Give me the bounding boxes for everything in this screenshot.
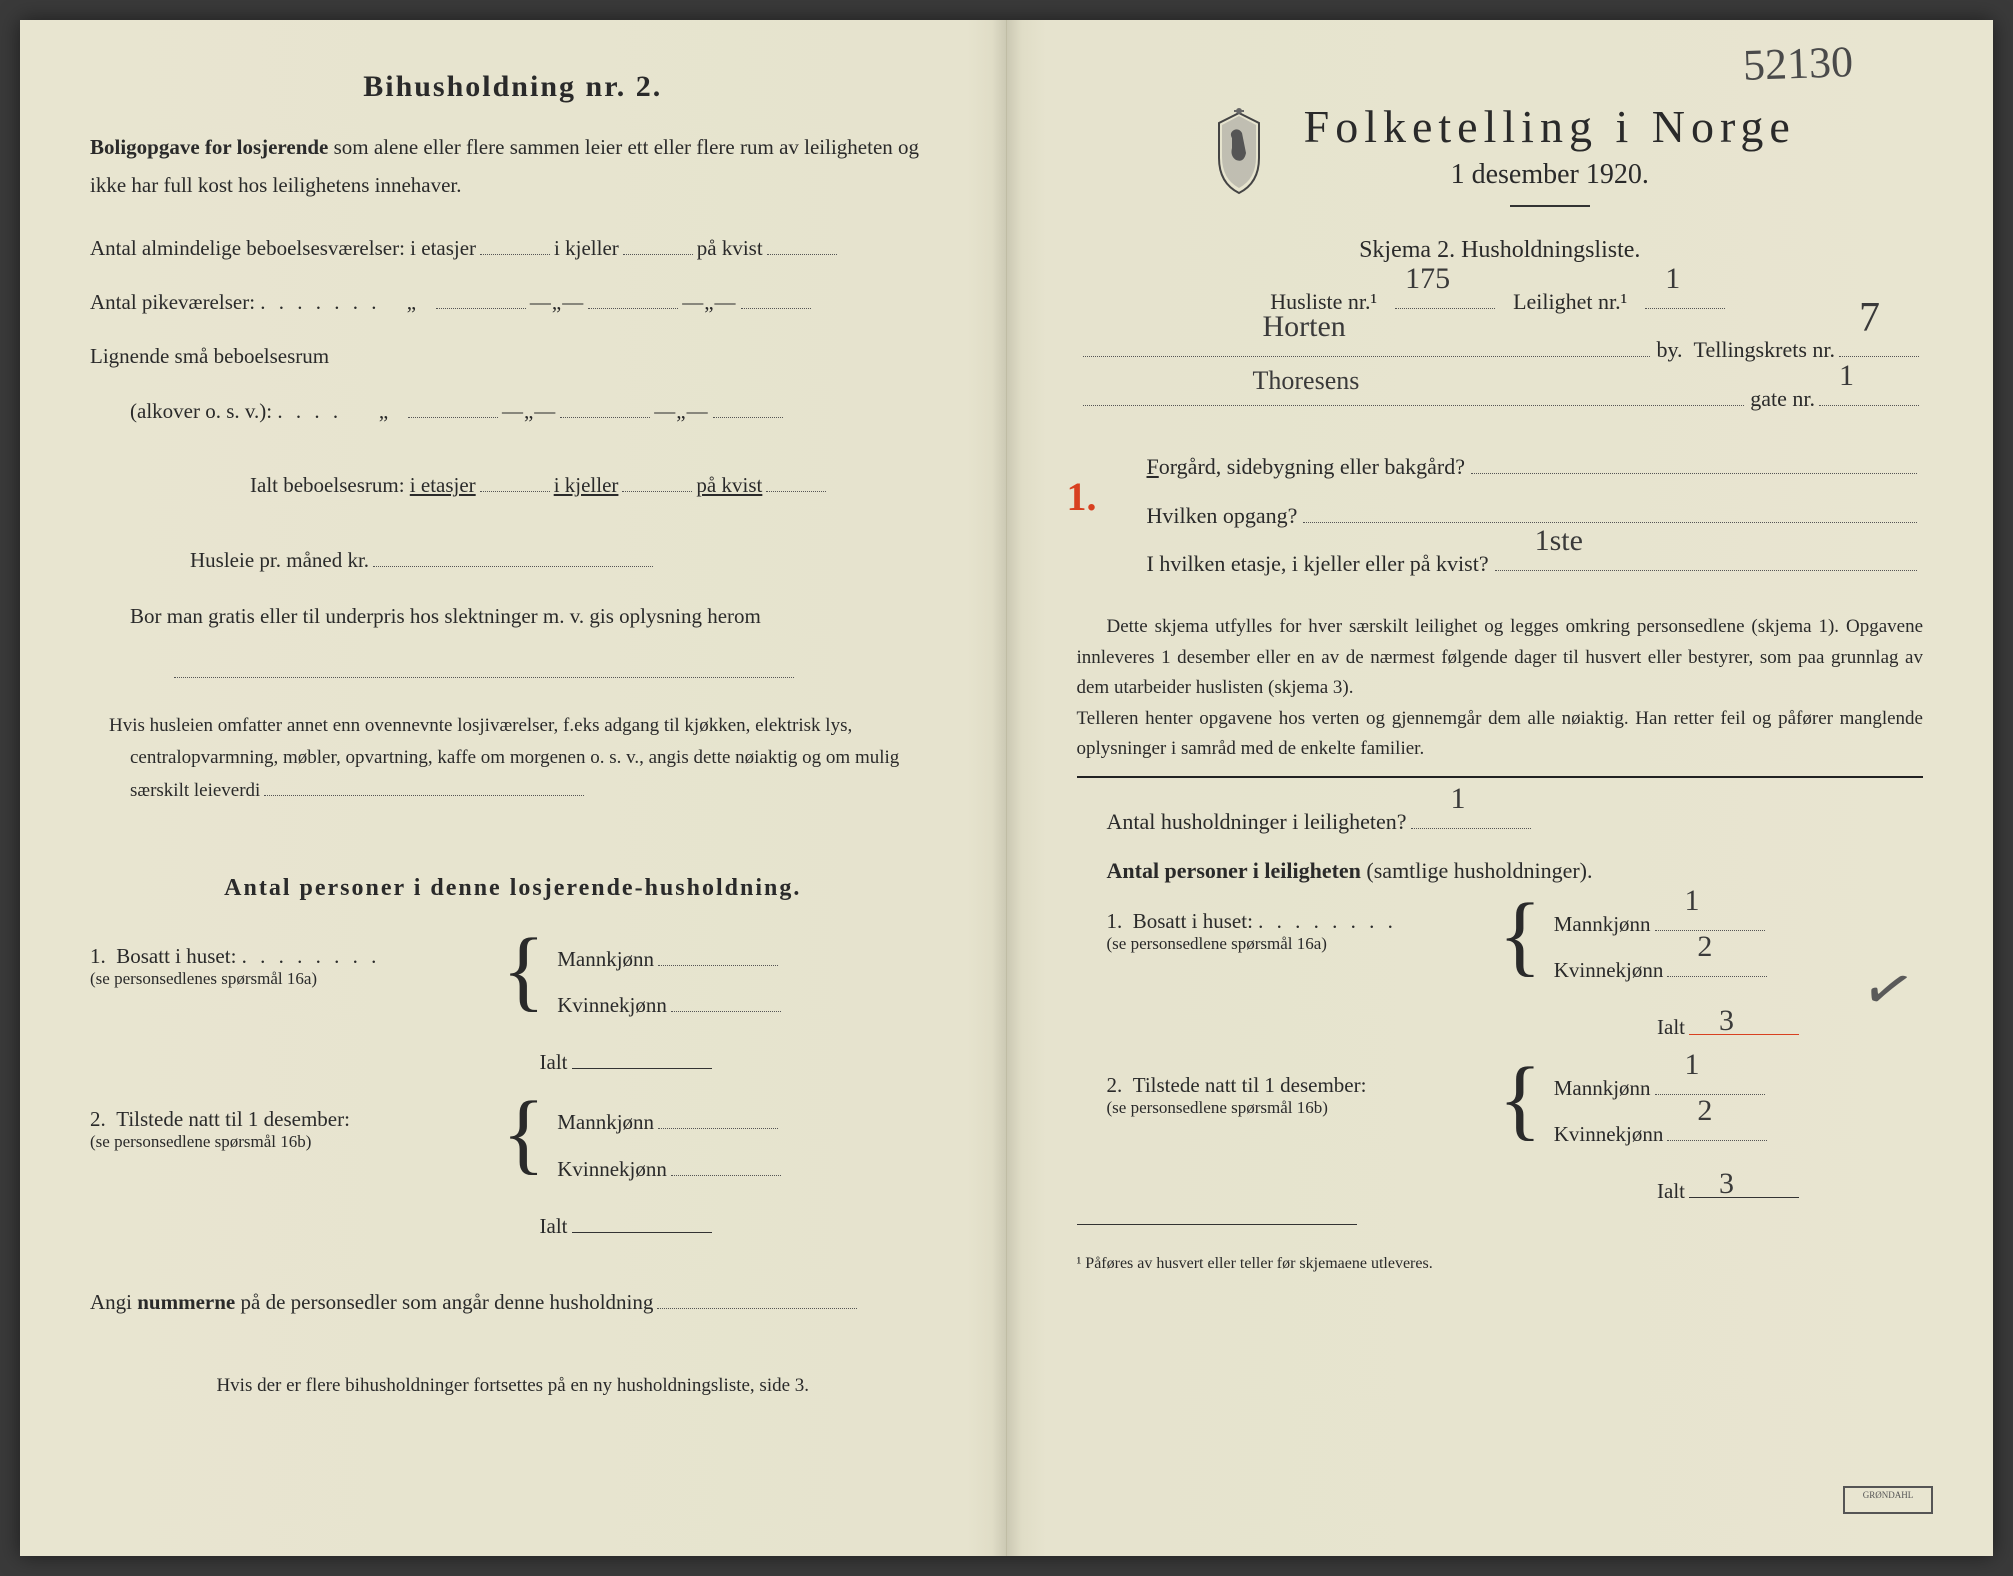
husliste-line: Husliste nr.¹ 175 Leilighet nr.¹ 1 [1077,278,1924,326]
left-title: Bihusholdning nr. 2. [90,70,936,104]
sub-title: 1 desember 1920. [1304,159,1796,191]
location-questions: 1. Forgård, sidebygning eller bakgård? H… [1077,443,1924,588]
brace-icon: { [502,930,545,1011]
right-page: 52130 Folketelling i Norge 1 desember 19… [1007,20,1994,1556]
left-page: Bihusholdning nr. 2. Boligopgave for los… [20,20,1007,1556]
coat-of-arms-icon [1204,108,1274,198]
instructions-text: Dette skjema utfylles for hver særskilt … [1077,612,1924,764]
left-q2-row: 2. Tilstede natt til 1 desember: (se per… [90,1093,936,1191]
gate-line: Thoresens gate nr. 1 [1077,375,1924,423]
brace-icon: { [1499,895,1542,976]
printer-stamp: GRØNDAHL [1843,1486,1933,1514]
blank-kjeller [623,232,693,255]
bor-gratis-line: Bor man gratis eller til underpris hos s… [130,589,936,698]
right-q1-ialt: Ialt3 [1077,1011,1924,1040]
footnote-rule [1077,1224,1357,1225]
brace-icon: { [502,1093,545,1174]
intro-bold: Boligopgave for losjerende [90,135,328,159]
left-q2-ialt: Ialt [90,1210,936,1239]
left-q1-row: 1. Bosatt i huset: . . . . . . . . (se p… [90,930,936,1028]
angi-nummerne: Angi nummerne på de personsedler som ang… [90,1277,936,1327]
person-count-title: Antal personer i denne losjerende-hushol… [90,875,936,902]
left-q1-ialt: Ialt [90,1046,936,1075]
husleie-note: Hvis husleien omfatter annet enn ovennev… [90,710,936,807]
right-q1-row: 1. Bosatt i huset: . . . . . . . . (se p… [1077,895,1924,993]
brace-icon: { [1499,1059,1542,1140]
title-rule [1510,205,1590,207]
handwritten-id: 52130 [1742,36,1854,91]
footnote: ¹ Påføres av husvert eller teller før sk… [1077,1255,1924,1273]
husleie-line: Husleie pr. måned kr. [90,535,936,585]
pikevarelse-line: Antal pikeværelser: . . . . . . . „ —„——… [90,277,936,327]
divider [1077,776,1924,778]
by-line: Horten by. Tellingskrets nr. 7 [1077,326,1924,374]
rooms-line: Antal almindelige beboelsesværelser: i e… [90,223,936,273]
header: Folketelling i Norge 1 desember 1920. [1077,100,1924,229]
schema-line: Skjema 2. Husholdningsliste. [1077,237,1924,264]
intro-text: Boligopgave for losjerende som alene ell… [90,129,936,205]
alkover-line-2: (alkover o. s. v.): . . . . „ —„——„— [90,386,936,436]
census-document: Bihusholdning nr. 2. Boligopgave for los… [20,20,1993,1556]
red-annotation: 1. [1067,473,1097,520]
main-title: Folketelling i Norge [1304,100,1796,153]
alkover-line-1: Lignende små beboelsesrum [90,331,936,381]
blank-etasjer [480,232,550,255]
antal-husholdninger: Antal husholdninger i leiligheten?1 [1077,798,1924,846]
left-footer: Hvis der er flere bihusholdninger fortse… [90,1375,936,1397]
right-q2-ialt: Ialt3 [1077,1175,1924,1204]
right-q2-row: 2. Tilstede natt til 1 desember: (se per… [1077,1059,1924,1157]
blank-kvist [767,232,837,255]
ialt-beboelsesrum: Ialt beboelsesrum: i etasjeri kjellerpå … [90,460,936,510]
